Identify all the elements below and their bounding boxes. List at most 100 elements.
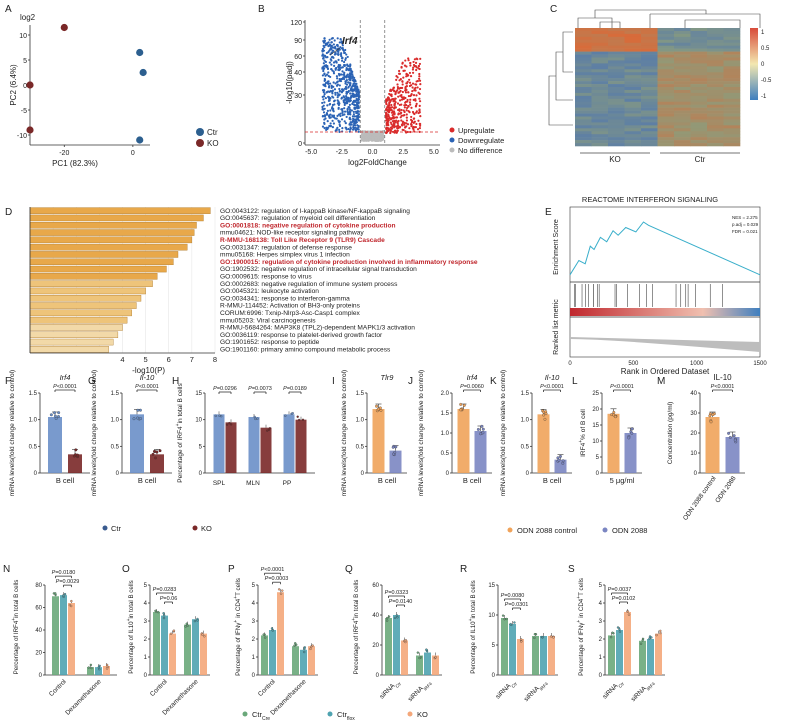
up-point (404, 86, 407, 90)
up-point (388, 108, 391, 111)
nd-point (368, 132, 371, 135)
p-value-num: <0.0001 (714, 384, 734, 390)
category-label: siRNAIRF4 (407, 678, 433, 704)
down-point (340, 66, 343, 69)
heatmap-cell (575, 89, 592, 94)
down-point (336, 114, 339, 117)
bar (372, 409, 385, 473)
heatmap-cell (690, 92, 708, 97)
up-point (409, 75, 413, 78)
down-point (355, 82, 358, 85)
y-tick-label: 40 (372, 613, 379, 619)
down-point (347, 89, 351, 93)
axis-label: mRNA levels(fold change relative to cont… (341, 370, 348, 496)
heatmap-cell (608, 63, 625, 67)
axis-label-part: (fold change relative to control) (91, 370, 98, 459)
heatmap-cell (575, 75, 592, 79)
data-point (311, 644, 314, 647)
bar (401, 640, 408, 675)
up-point (390, 123, 393, 126)
up-point (396, 83, 399, 86)
up-point (393, 112, 396, 115)
y-tick-label: 0 (144, 673, 148, 679)
heatmap-cell (641, 104, 658, 108)
p-value: P<0.0001 (53, 384, 77, 390)
category-label-sub: IRF4 (645, 680, 656, 691)
heatmap-cell (641, 87, 658, 91)
heatmap-cell (707, 36, 724, 41)
down-point (329, 89, 332, 93)
data-point (294, 642, 297, 645)
heatmap-cell (674, 107, 691, 111)
up-point (385, 127, 388, 130)
down-point (338, 102, 341, 105)
heatmap-cell (657, 57, 675, 61)
data-point (733, 438, 737, 442)
heatmap-cell (608, 101, 625, 105)
heatmap-cell (641, 45, 658, 49)
down-point (336, 37, 339, 40)
data-point (53, 414, 57, 418)
panel-letter: M (657, 376, 665, 387)
x-axis-label: -log10(P) (132, 366, 165, 375)
heatmap-cell (657, 63, 675, 67)
down-point (336, 80, 339, 83)
up-point (405, 82, 409, 85)
heatmap-cell (707, 81, 724, 85)
y-tick-label: 0 (526, 471, 530, 477)
bar (261, 635, 268, 675)
axis-label-part: Concentration (pg/ml) (667, 402, 674, 465)
heatmap-cell (674, 119, 691, 123)
down-point (348, 106, 351, 109)
y-tick-label: 1.5 (29, 391, 38, 397)
y-tick-label: 2 (252, 637, 256, 643)
p-value: P=0.0029 (56, 579, 80, 585)
category-label: Control (257, 678, 277, 698)
up-point (402, 109, 405, 112)
bar (52, 596, 59, 675)
data-point (386, 616, 389, 620)
pca-point (136, 136, 144, 144)
data-point (481, 427, 485, 431)
p-value-p: P (460, 384, 464, 390)
heatmap-cell (707, 101, 724, 105)
heatmap-cell (624, 128, 642, 132)
heatmap-cell (674, 113, 691, 117)
x-tick-label: 8 (213, 355, 217, 364)
data-point (542, 413, 546, 417)
heatmap-cell (707, 119, 724, 123)
heatmap-cell (723, 72, 741, 76)
bar (385, 618, 392, 675)
heatmap-cell (624, 125, 642, 129)
heatmap-cell (690, 128, 708, 132)
down-point (332, 56, 335, 59)
heatmap-cell (657, 113, 675, 117)
y-tick-label: 0 (252, 673, 256, 679)
y-tick-label: 5 (252, 583, 256, 589)
group-label: KO (609, 155, 621, 164)
down-point (326, 120, 329, 123)
y-tick-label: 1.5 (521, 391, 530, 397)
heatmap-cell (608, 72, 625, 76)
heatmap-cell (591, 119, 609, 123)
down-point (330, 85, 333, 88)
axis-label-part: T cells (578, 578, 585, 596)
heatmap-cell (575, 119, 592, 123)
down-point (335, 117, 338, 120)
down-point (330, 63, 333, 66)
down-point (328, 82, 332, 85)
data-point (533, 636, 536, 640)
p-value-p: P (389, 599, 393, 605)
go-term-label: GO:1901652: response to peptide (220, 339, 320, 346)
up-point (414, 105, 418, 108)
up-point (414, 64, 417, 68)
down-point (338, 130, 341, 133)
down-point (345, 83, 349, 86)
legend-label: Upregulate (458, 126, 495, 135)
down-point (332, 96, 335, 99)
up-point (404, 91, 408, 94)
up-point (387, 115, 390, 118)
nd-point (361, 139, 364, 142)
bar (292, 646, 299, 675)
down-point (349, 108, 352, 111)
